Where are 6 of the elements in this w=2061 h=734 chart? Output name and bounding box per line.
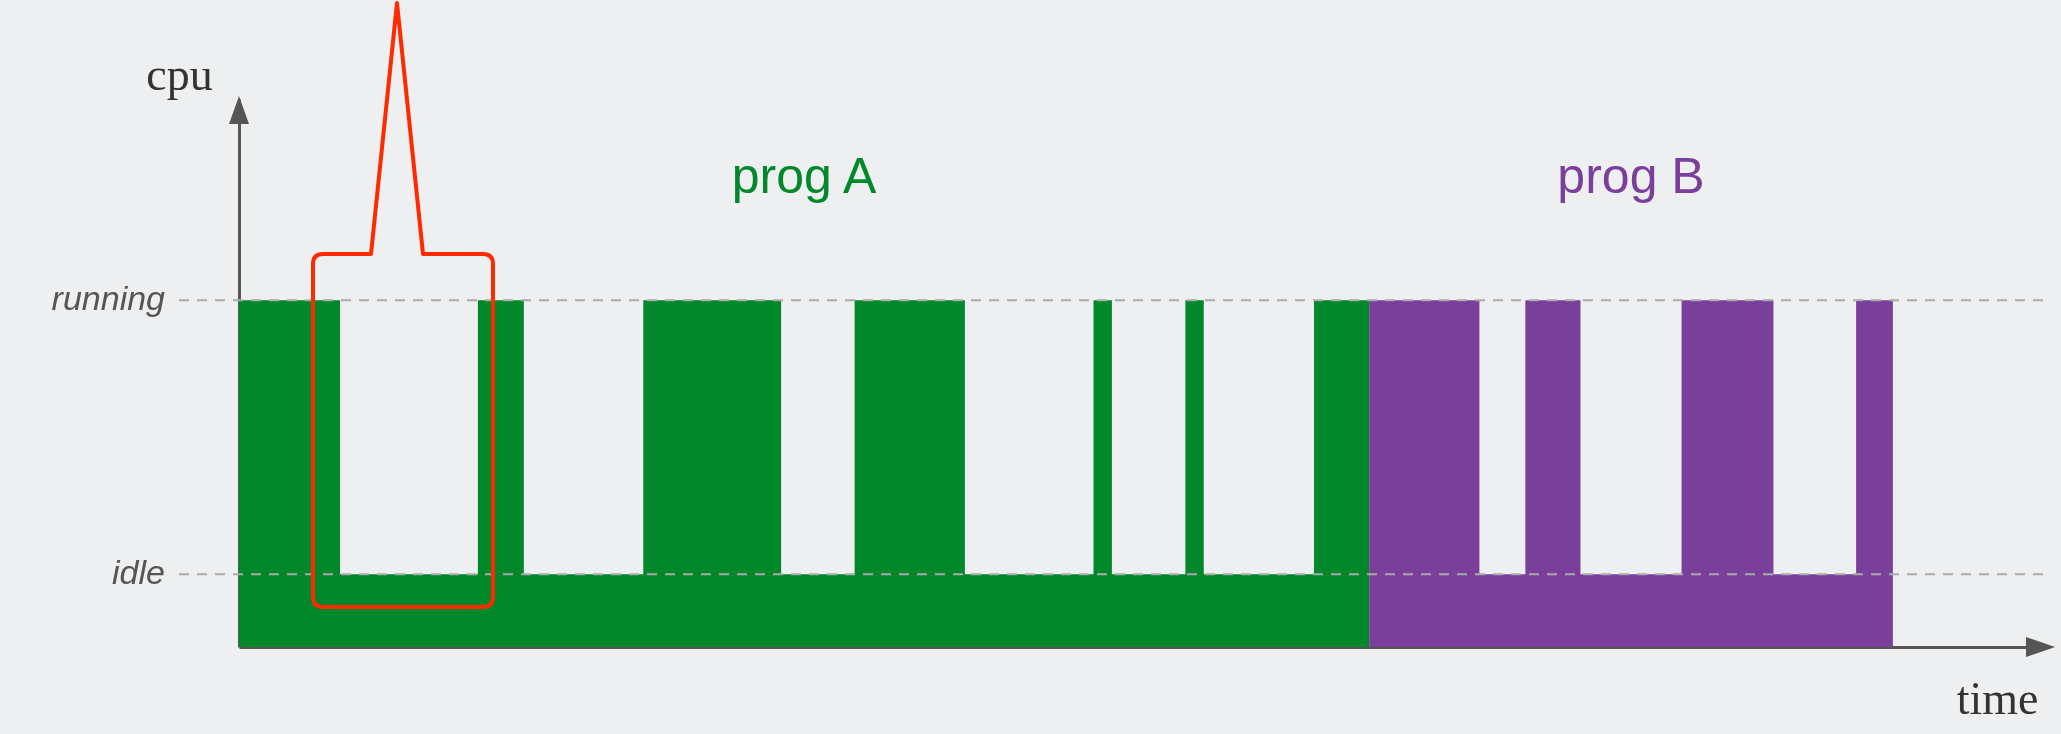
series-label: prog A <box>731 148 877 205</box>
ref-line-label: running <box>51 279 166 318</box>
series-label: prog B <box>1557 148 1705 205</box>
x-axis-title: time <box>1956 672 2039 724</box>
y-axis-title: cpu <box>146 48 213 100</box>
ref-line-label: idle <box>112 553 165 592</box>
